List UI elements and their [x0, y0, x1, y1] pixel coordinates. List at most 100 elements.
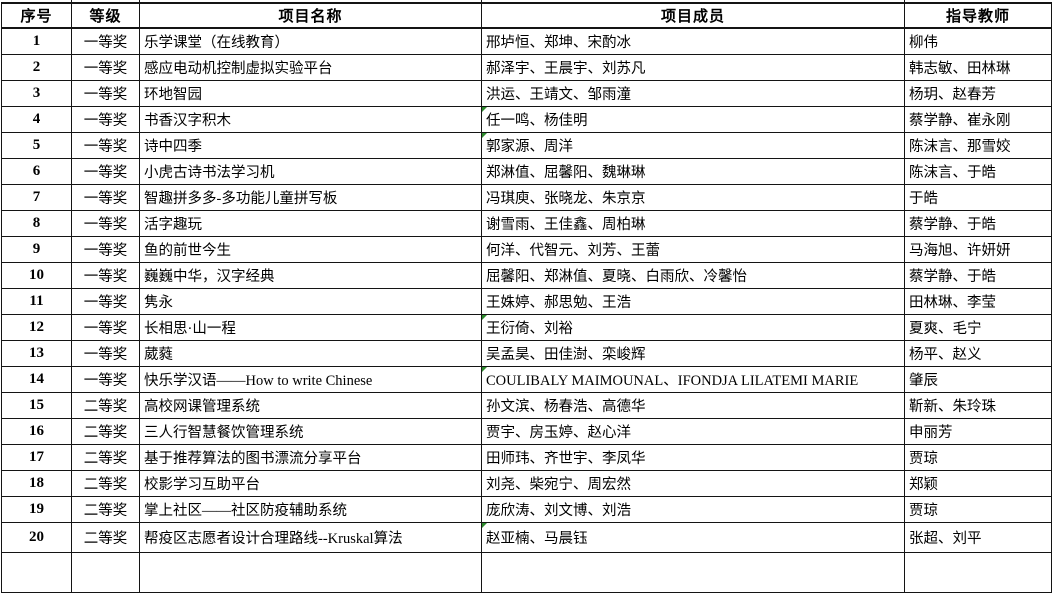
cell-project-name[interactable]: 巍巍中华，汉字经典: [139, 261, 482, 289]
cell-grade[interactable]: 一等奖: [71, 79, 140, 107]
cell-project-name[interactable]: 掌上社区——社区防疫辅助系统: [139, 495, 482, 523]
cell-project-members[interactable]: 屈馨阳、郑淋值、夏晓、白雨欣、冷馨怡: [481, 261, 905, 289]
cell-project-members[interactable]: 赵亚楠、马晨钰: [481, 521, 905, 553]
cell-empty[interactable]: [71, 551, 140, 593]
cell-project-name[interactable]: 帮疫区志愿者设计合理路线--Kruskal算法: [139, 521, 482, 553]
cell-project-name[interactable]: 校影学习互助平台: [139, 469, 482, 497]
cell-project-name[interactable]: 书香汉字积木: [139, 105, 482, 133]
cell-project-name[interactable]: 感应电动机控制虚拟实验平台: [139, 53, 482, 81]
cell-index[interactable]: 15: [1, 391, 72, 419]
cell-advising-teachers[interactable]: 陈沫言、那雪姣: [904, 131, 1052, 159]
cell-index[interactable]: 12: [1, 313, 72, 341]
cell-advising-teachers[interactable]: 田林琳、李莹: [904, 287, 1052, 315]
cell-project-members[interactable]: 王衍倚、刘裕: [481, 313, 905, 341]
cell-index[interactable]: 20: [1, 521, 72, 553]
cell-index[interactable]: 5: [1, 131, 72, 159]
cell-advising-teachers[interactable]: 韩志敏、田林琳: [904, 53, 1052, 81]
cell-index[interactable]: 10: [1, 261, 72, 289]
cell-grade[interactable]: 二等奖: [71, 443, 140, 471]
cell-index[interactable]: 14: [1, 365, 72, 393]
cell-project-name[interactable]: 乐学课堂（在线教育）: [139, 27, 482, 55]
cell-advising-teachers[interactable]: 蔡学静、于皓: [904, 261, 1052, 289]
cell-grade[interactable]: 二等奖: [71, 495, 140, 523]
cell-grade[interactable]: 一等奖: [71, 183, 140, 211]
cell-project-members[interactable]: 谢雪雨、王佳鑫、周柏琳: [481, 209, 905, 237]
cell-project-name[interactable]: 小虎古诗书法学习机: [139, 157, 482, 185]
cell-index[interactable]: 8: [1, 209, 72, 237]
cell-grade[interactable]: 一等奖: [71, 157, 140, 185]
cell-advising-teachers[interactable]: 马海旭、许妍妍: [904, 235, 1052, 263]
cell-grade[interactable]: 一等奖: [71, 105, 140, 133]
cell-project-name[interactable]: 快乐学汉语——How to write Chinese: [139, 365, 482, 393]
cell-grade[interactable]: 二等奖: [71, 391, 140, 419]
cell-project-name[interactable]: 环地智园: [139, 79, 482, 107]
cell-project-members[interactable]: COULIBALY MAIMOUNAL、IFONDJA LILATEMI MAR…: [481, 365, 905, 393]
cell-project-members[interactable]: 洪运、王靖文、邹雨潼: [481, 79, 905, 107]
cell-advising-teachers[interactable]: 申丽芳: [904, 417, 1052, 445]
cell-advising-teachers[interactable]: 郑颖: [904, 469, 1052, 497]
cell-advising-teachers[interactable]: 陈沫言、于皓: [904, 157, 1052, 185]
col-header-index[interactable]: 序号: [1, 2, 72, 29]
cell-project-members[interactable]: 郭家源、周洋: [481, 131, 905, 159]
col-header-teachers[interactable]: 指导教师: [904, 2, 1052, 29]
cell-grade[interactable]: 二等奖: [71, 521, 140, 553]
cell-project-name[interactable]: 长相思·山一程: [139, 313, 482, 341]
cell-index[interactable]: 11: [1, 287, 72, 315]
cell-project-members[interactable]: 孙文滨、杨春浩、高德华: [481, 391, 905, 419]
cell-index[interactable]: 2: [1, 53, 72, 81]
cell-empty[interactable]: [481, 551, 905, 593]
cell-advising-teachers[interactable]: 蔡学静、崔永刚: [904, 105, 1052, 133]
cell-index[interactable]: 18: [1, 469, 72, 497]
cell-grade[interactable]: 一等奖: [71, 261, 140, 289]
cell-project-members[interactable]: 刘尧、柴宛宁、周宏然: [481, 469, 905, 497]
cell-project-name[interactable]: 诗中四季: [139, 131, 482, 159]
cell-advising-teachers[interactable]: 蔡学静、于皓: [904, 209, 1052, 237]
cell-project-name[interactable]: 基于推荐算法的图书漂流分享平台: [139, 443, 482, 471]
cell-advising-teachers[interactable]: 杨平、赵义: [904, 339, 1052, 367]
cell-index[interactable]: 1: [1, 27, 72, 55]
cell-grade[interactable]: 一等奖: [71, 53, 140, 81]
cell-project-name[interactable]: 三人行智慧餐饮管理系统: [139, 417, 482, 445]
cell-project-members[interactable]: 邢垆恒、郑坤、宋酌冰: [481, 27, 905, 55]
cell-advising-teachers[interactable]: 杨玥、赵春芳: [904, 79, 1052, 107]
cell-project-name[interactable]: 隽永: [139, 287, 482, 315]
cell-project-members[interactable]: 王姝婷、郝思勉、王浩: [481, 287, 905, 315]
cell-index[interactable]: 4: [1, 105, 72, 133]
cell-index[interactable]: 16: [1, 417, 72, 445]
cell-advising-teachers[interactable]: 肇辰: [904, 365, 1052, 393]
cell-grade[interactable]: 一等奖: [71, 209, 140, 237]
cell-project-members[interactable]: 田师玮、齐世宇、李凤华: [481, 443, 905, 471]
cell-grade[interactable]: 一等奖: [71, 27, 140, 55]
cell-grade[interactable]: 一等奖: [71, 365, 140, 393]
cell-project-name[interactable]: 活字趣玩: [139, 209, 482, 237]
cell-project-members[interactable]: 郑淋值、屈馨阳、魏琳琳: [481, 157, 905, 185]
cell-project-members[interactable]: 庞欣涛、刘文博、刘浩: [481, 495, 905, 523]
cell-advising-teachers[interactable]: 靳新、朱玲珠: [904, 391, 1052, 419]
cell-index[interactable]: 6: [1, 157, 72, 185]
cell-index[interactable]: 9: [1, 235, 72, 263]
cell-grade[interactable]: 二等奖: [71, 417, 140, 445]
cell-project-members[interactable]: 郝泽宇、王晨宇、刘苏凡: [481, 53, 905, 81]
cell-index[interactable]: 19: [1, 495, 72, 523]
cell-grade[interactable]: 一等奖: [71, 287, 140, 315]
cell-empty[interactable]: [139, 551, 482, 593]
cell-advising-teachers[interactable]: 贾琼: [904, 495, 1052, 523]
col-header-grade[interactable]: 等级: [71, 2, 140, 29]
cell-advising-teachers[interactable]: 贾琼: [904, 443, 1052, 471]
col-header-members[interactable]: 项目成员: [481, 2, 905, 29]
cell-project-name[interactable]: 葳蕤: [139, 339, 482, 367]
cell-project-members[interactable]: 冯琪庾、张晓龙、朱京京: [481, 183, 905, 211]
cell-index[interactable]: 7: [1, 183, 72, 211]
cell-project-members[interactable]: 任一鸣、杨佳明: [481, 105, 905, 133]
cell-project-name[interactable]: 智趣拼多多-多功能儿童拼写板: [139, 183, 482, 211]
cell-empty[interactable]: [904, 551, 1052, 593]
cell-advising-teachers[interactable]: 夏爽、毛宁: [904, 313, 1052, 341]
cell-grade[interactable]: 一等奖: [71, 313, 140, 341]
cell-grade[interactable]: 一等奖: [71, 339, 140, 367]
cell-project-members[interactable]: 贾宇、房玉婷、赵心洋: [481, 417, 905, 445]
cell-index[interactable]: 3: [1, 79, 72, 107]
cell-index[interactable]: 13: [1, 339, 72, 367]
cell-grade[interactable]: 二等奖: [71, 469, 140, 497]
cell-project-members[interactable]: 吴孟昊、田佳澍、栾峻辉: [481, 339, 905, 367]
cell-advising-teachers[interactable]: 张超、刘平: [904, 521, 1052, 553]
